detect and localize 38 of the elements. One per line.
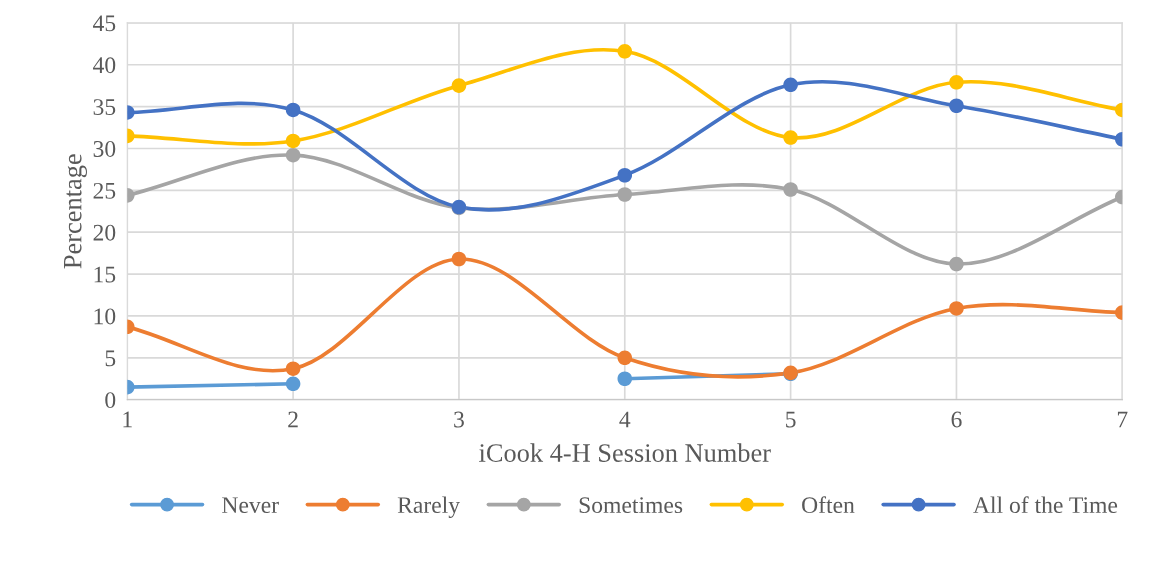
x-tick-label: 3 [454, 411, 464, 428]
legend-label: All of the Time [973, 496, 1118, 514]
x-tick-label: 7 [1117, 411, 1128, 428]
y-tick-label: 35 [93, 99, 116, 116]
point [949, 75, 964, 90]
y-tick-label: 10 [94, 308, 116, 325]
point [451, 78, 467, 93]
point [617, 167, 633, 183]
point [617, 350, 633, 366]
legend-label: Sometimes [579, 497, 683, 514]
point [783, 77, 798, 93]
y-tick-label: 45 [93, 15, 116, 32]
point [617, 187, 633, 202]
y-tick-label: 40 [93, 57, 116, 74]
x-axis-title: iCook 4-H Session Number [479, 443, 771, 462]
point [949, 301, 964, 316]
y-tick-label: 5 [105, 350, 116, 367]
y-tick-label: 20 [93, 224, 116, 241]
y-axis-title: Percentage [64, 154, 87, 269]
x-tick-label: 6 [951, 411, 962, 428]
y-tick-label: 25 [93, 182, 116, 199]
point [451, 251, 467, 267]
point [783, 130, 798, 145]
point [783, 182, 798, 197]
point [949, 256, 964, 272]
point [949, 98, 964, 114]
y-tick-label: 30 [93, 140, 116, 157]
x-tick-label: 2 [288, 411, 298, 428]
point [617, 371, 633, 387]
y-tick-label: 0 [105, 392, 116, 409]
legend-label: Never [222, 497, 279, 514]
x-tick-label: 1 [123, 411, 132, 428]
point [617, 44, 633, 59]
y-tick-label: 15 [94, 266, 116, 283]
legend-label: Often [802, 496, 855, 514]
x-tick-label: 5 [786, 411, 796, 428]
x-tick-label: 4 [619, 411, 631, 428]
legend-label: Rarely [397, 496, 460, 518]
